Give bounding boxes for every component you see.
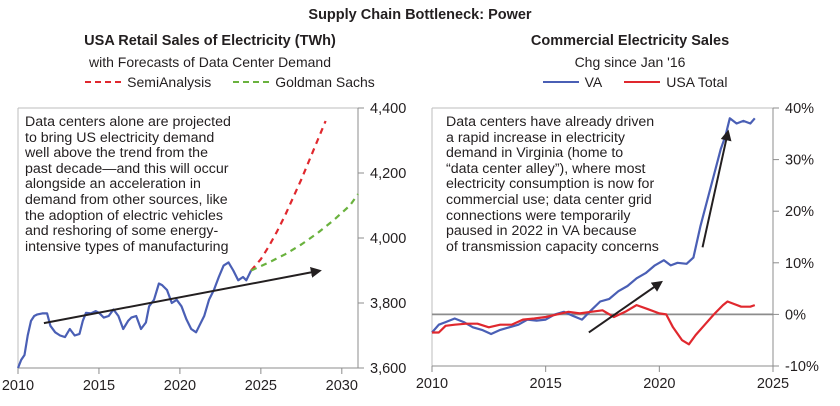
right-chart-subtitle: Chg since Jan '16 <box>574 54 686 70</box>
y-tick-label: 4,200 <box>370 166 406 182</box>
legend-swatch-usa-total <box>624 81 661 83</box>
x-tick-label: 2020 <box>643 376 675 392</box>
x-tick-label: 2025 <box>245 378 277 394</box>
legend-item-va: VA <box>542 74 603 90</box>
x-tick-label: 2030 <box>326 378 358 394</box>
y-tick-label: 4,000 <box>370 231 406 247</box>
legend-label-va: VA <box>584 74 603 90</box>
left-chart-title: USA Retail Sales of Electricity (TWh) <box>84 33 336 49</box>
x-tick-label: 2025 <box>757 376 789 392</box>
y-tick-label: 3,600 <box>370 361 406 377</box>
legend-label-goldman-sachs: Goldman Sachs <box>275 74 375 90</box>
y-tick-label: 3,800 <box>370 296 406 312</box>
y-tick-label: 20% <box>785 204 814 220</box>
y-tick-label: -10% <box>785 359 819 375</box>
right-chart-title: Commercial Electricity Sales <box>530 33 730 49</box>
legend-label-semianalysis: SemiAnalysis <box>127 74 212 90</box>
right-chart-annotation: Data centers have already driven a rapid… <box>446 114 659 255</box>
x-tick-label: 2015 <box>83 378 115 394</box>
legend-swatch-va <box>542 81 579 83</box>
x-tick-label: 2010 <box>416 376 448 392</box>
series-line-va <box>431 117 756 336</box>
legend-item-goldman-sachs: Goldman Sachs <box>233 74 375 90</box>
right-chart: 2010 2015 2020 2025-10% 0% 10% 20% 30% 40% <box>416 101 819 392</box>
legend-item-usa-total: USA Total <box>624 74 727 90</box>
series-line-usa-total <box>432 300 756 346</box>
y-tick-label: 40% <box>785 101 814 117</box>
series-line-semianalysis <box>250 120 327 272</box>
annotation-arrow <box>701 129 732 248</box>
x-tick-label: 2020 <box>164 378 196 394</box>
annotation-arrow <box>43 266 322 325</box>
left-chart-subtitle: with Forecasts of Data Center Demand <box>89 54 331 70</box>
annotation-arrow <box>588 280 663 334</box>
main-title: Supply Chain Bottleneck: Power <box>308 7 532 23</box>
legend-swatch-goldman-sachs <box>233 81 270 83</box>
x-tick-label: 2010 <box>2 378 34 394</box>
legend-item-semianalysis: SemiAnalysis <box>85 74 211 90</box>
y-tick-label: 10% <box>785 256 814 272</box>
left-chart: 2010 2015 2020 2025 2030 3,600 3,800 4,000 4,200… <box>2 101 406 394</box>
right-chart-legend: VA USA Total <box>430 74 840 90</box>
series-line-goldman-sachs <box>250 193 359 272</box>
left-chart-legend: SemiAnalysis Goldman Sachs <box>40 74 420 90</box>
y-tick-label: 30% <box>785 153 814 169</box>
y-tick-label: 4,400 <box>370 101 406 117</box>
y-tick-label: 0% <box>785 307 806 323</box>
legend-swatch-semianalysis <box>85 81 122 83</box>
x-tick-label: 2015 <box>530 376 562 392</box>
series-line-usa-retail-sales <box>16 261 253 369</box>
legend-label-usa-total: USA Total <box>666 74 728 90</box>
left-chart-annotation: Data centers alone are projected to brin… <box>25 114 231 255</box>
